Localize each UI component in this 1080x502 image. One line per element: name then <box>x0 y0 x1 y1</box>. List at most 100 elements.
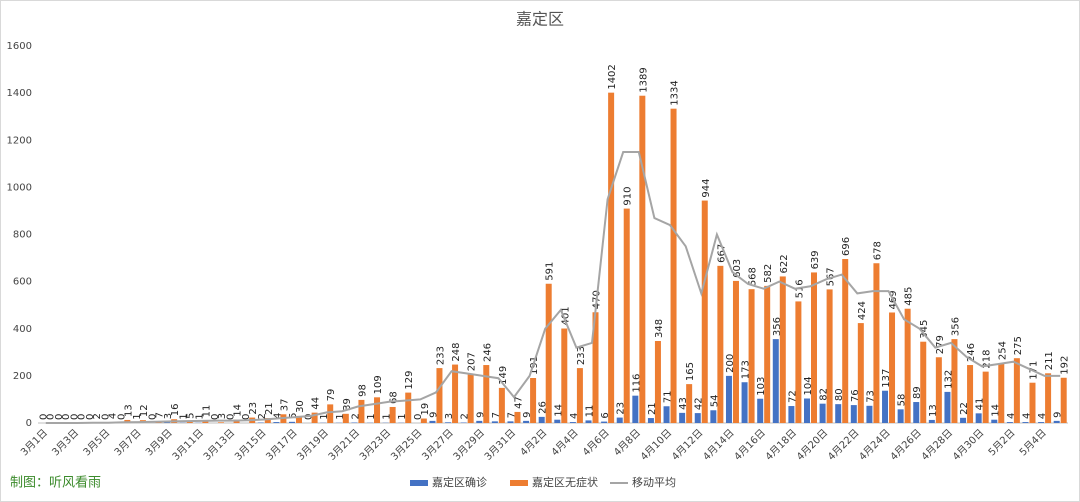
bar <box>904 308 911 423</box>
data-label: 9 <box>1053 412 1064 418</box>
data-label: 12 <box>139 404 150 417</box>
data-label: 26 <box>538 401 549 414</box>
data-label: 1389 <box>638 67 649 92</box>
bar <box>850 405 857 423</box>
data-label: 485 <box>904 287 915 306</box>
data-label: 0 <box>148 414 159 420</box>
data-label: 39 <box>342 398 353 411</box>
data-label: 0 <box>241 414 252 420</box>
data-label: 6 <box>600 412 611 418</box>
bar <box>476 420 483 423</box>
legend-label: 嘉定区无症状 <box>532 475 598 489</box>
data-label: 233 <box>576 346 587 365</box>
bar <box>748 289 755 423</box>
y-tick-label: 400 <box>13 324 32 335</box>
data-label: 71 <box>663 391 674 404</box>
bar <box>623 208 630 423</box>
data-label: 4 <box>569 413 580 419</box>
data-label: 73 <box>865 390 876 403</box>
bar <box>1006 422 1013 423</box>
bar <box>819 403 826 423</box>
bar <box>273 422 280 423</box>
bar <box>663 406 670 423</box>
source: 制图：听风看雨 <box>10 475 101 491</box>
data-label: 98 <box>357 384 368 397</box>
data-label: 345 <box>919 320 930 339</box>
bar <box>811 272 817 423</box>
bar <box>530 377 537 423</box>
data-label: 116 <box>631 374 642 393</box>
bar <box>585 420 592 423</box>
bar <box>897 409 904 423</box>
data-label: 2 <box>257 413 268 419</box>
bar <box>1029 382 1036 423</box>
data-label: 47 <box>513 396 524 409</box>
bar <box>889 312 896 423</box>
y-tick-label: 1200 <box>7 135 32 146</box>
bar <box>772 339 779 423</box>
data-label: 82 <box>819 388 830 401</box>
y-tick-label: 800 <box>13 230 32 241</box>
data-label: 14 <box>553 404 564 417</box>
bar <box>186 421 193 423</box>
data-label: 11 <box>585 405 596 418</box>
bar <box>686 384 693 423</box>
data-label: 14 <box>990 404 1001 417</box>
data-label: 246 <box>482 343 493 362</box>
data-label: 1 <box>366 413 377 419</box>
bar <box>679 412 686 423</box>
bar <box>967 365 974 423</box>
data-label: 149 <box>498 366 509 385</box>
bar <box>717 265 724 423</box>
data-label: 279 <box>935 335 946 354</box>
data-label: 678 <box>872 241 883 260</box>
data-label: 13 <box>928 404 939 417</box>
bar <box>632 395 639 423</box>
data-label: 4 <box>272 413 283 419</box>
bar <box>779 276 786 423</box>
bar <box>289 421 295 423</box>
data-label: 173 <box>741 360 752 379</box>
data-label: 246 <box>966 343 977 362</box>
bar <box>311 412 318 423</box>
bar <box>1053 420 1060 423</box>
data-label: 21 <box>264 402 275 415</box>
data-label: 356 <box>950 317 961 336</box>
bar <box>1022 422 1029 423</box>
data-label: 54 <box>709 395 720 408</box>
data-label: 275 <box>1013 336 1024 355</box>
data-label: 1 <box>194 413 205 419</box>
data-label: 137 <box>881 369 892 388</box>
bar <box>913 402 920 423</box>
bar <box>835 404 842 423</box>
legend-swatch <box>410 480 428 486</box>
bar <box>545 283 552 423</box>
bar <box>951 339 958 423</box>
bar <box>264 418 271 423</box>
data-label: 7 <box>491 412 502 418</box>
bar <box>647 418 654 423</box>
data-label: 165 <box>685 362 696 381</box>
data-label: 0 <box>210 414 221 420</box>
bar <box>498 387 505 423</box>
bar <box>928 419 935 423</box>
bar <box>795 301 802 423</box>
data-label: 191 <box>529 356 540 375</box>
data-label: 0 <box>226 414 237 420</box>
data-label: 401 <box>560 306 571 325</box>
data-label: 23 <box>248 402 259 415</box>
bar <box>991 419 998 423</box>
data-label: 424 <box>857 301 868 320</box>
bar <box>935 357 942 423</box>
bar <box>554 419 561 423</box>
bar <box>296 415 302 423</box>
y-tick-label: 1000 <box>7 182 32 193</box>
data-label: 0 <box>101 414 112 420</box>
y-tick-label: 1600 <box>7 41 32 52</box>
data-label: 192 <box>1060 356 1071 375</box>
bar <box>873 263 880 423</box>
data-label: 16 <box>170 403 181 416</box>
bar <box>842 259 849 423</box>
